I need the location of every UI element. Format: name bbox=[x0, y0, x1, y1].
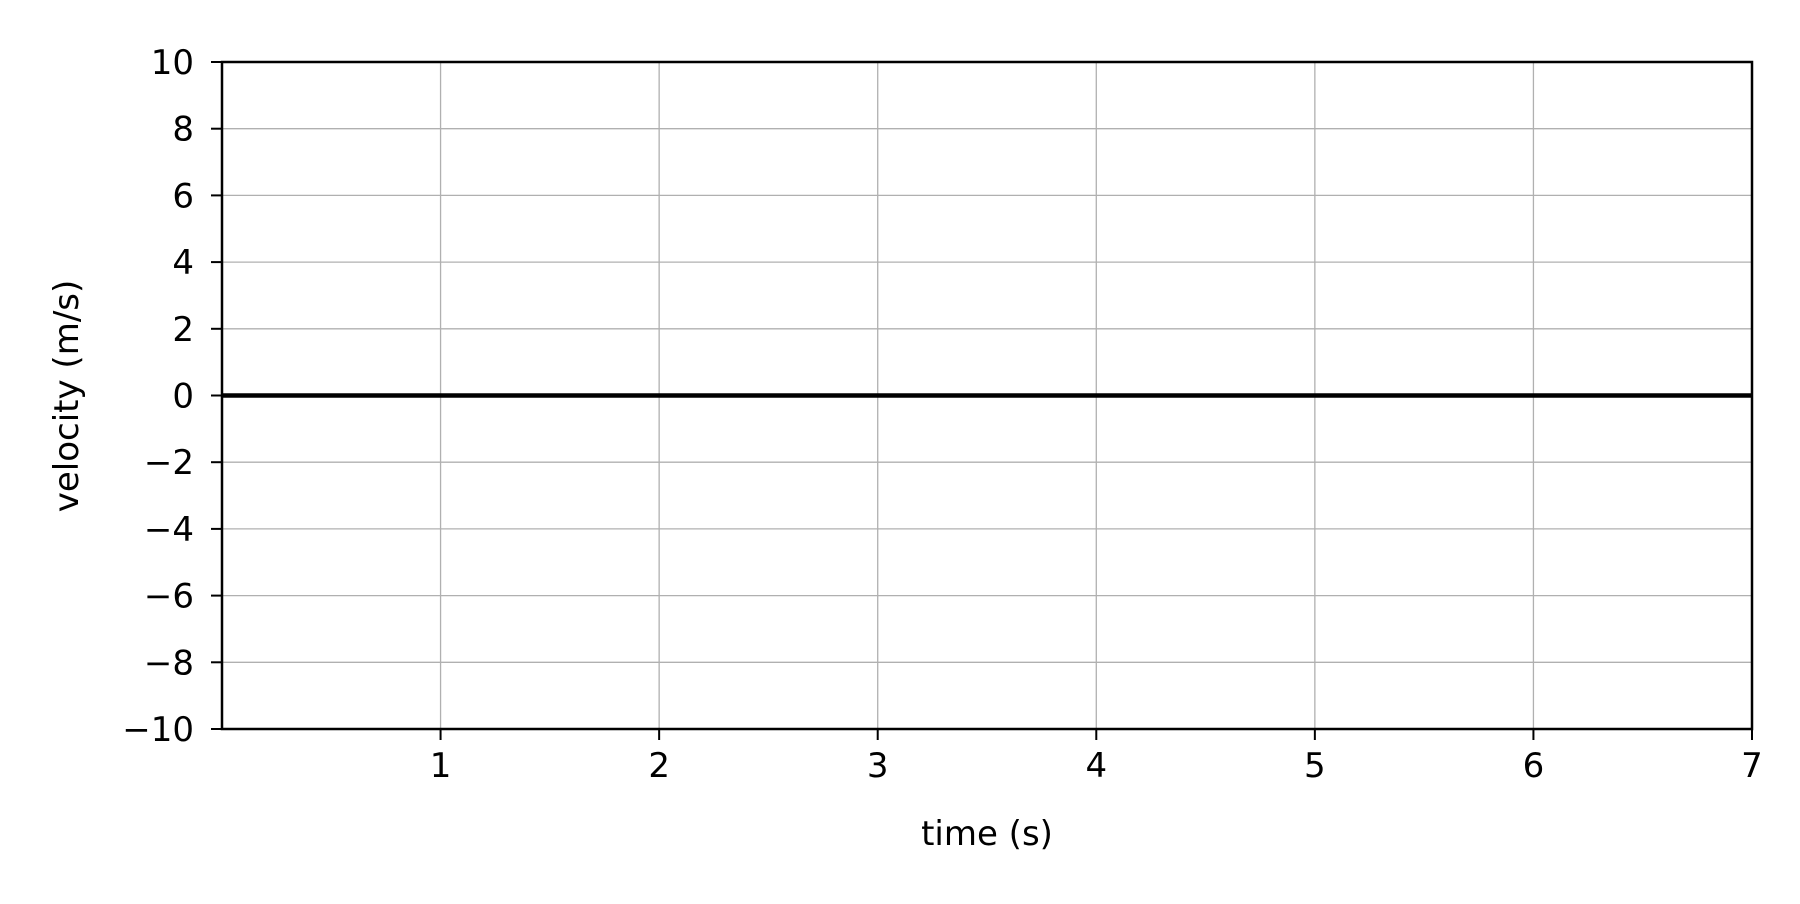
y-axis-label: velocity (m/s) bbox=[47, 280, 87, 513]
x-tick-label: 1 bbox=[430, 746, 452, 786]
x-tick-label: 6 bbox=[1523, 746, 1545, 786]
x-tick-label: 3 bbox=[867, 746, 889, 786]
x-axis-label: time (s) bbox=[921, 814, 1053, 854]
y-tick-label: −2 bbox=[144, 443, 194, 483]
x-tick-label: 4 bbox=[1085, 746, 1107, 786]
y-tick-label: 4 bbox=[172, 243, 194, 283]
y-tick-label: −6 bbox=[144, 577, 194, 617]
y-tick-label: −8 bbox=[144, 643, 194, 683]
tick-layer: 1 2 3 4 5 6 7 10 8 6 4 2 0 −2 −4 −6 −8 −10 bbox=[122, 43, 1763, 786]
y-tick-label: 8 bbox=[172, 110, 194, 150]
y-tick-label: 2 bbox=[172, 310, 194, 350]
x-tick-label: 2 bbox=[648, 746, 670, 786]
y-tick-label: 6 bbox=[172, 176, 194, 216]
x-tick-label: 5 bbox=[1304, 746, 1326, 786]
y-tick-label: −4 bbox=[144, 510, 194, 550]
y-tick-label: 0 bbox=[172, 377, 194, 417]
x-tick-label: 7 bbox=[1741, 746, 1763, 786]
y-tick-label: 10 bbox=[151, 43, 194, 83]
y-tick-label: −10 bbox=[122, 710, 194, 750]
